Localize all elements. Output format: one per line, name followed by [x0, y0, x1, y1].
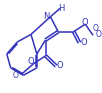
Text: O: O [81, 18, 88, 27]
Text: O: O [28, 57, 34, 66]
Text: O: O [57, 61, 63, 70]
Text: N: N [43, 12, 50, 21]
Text: H: H [58, 4, 64, 13]
Text: O: O [96, 30, 102, 39]
Text: O: O [13, 71, 19, 80]
Text: O: O [93, 24, 98, 33]
Text: O: O [80, 38, 87, 47]
